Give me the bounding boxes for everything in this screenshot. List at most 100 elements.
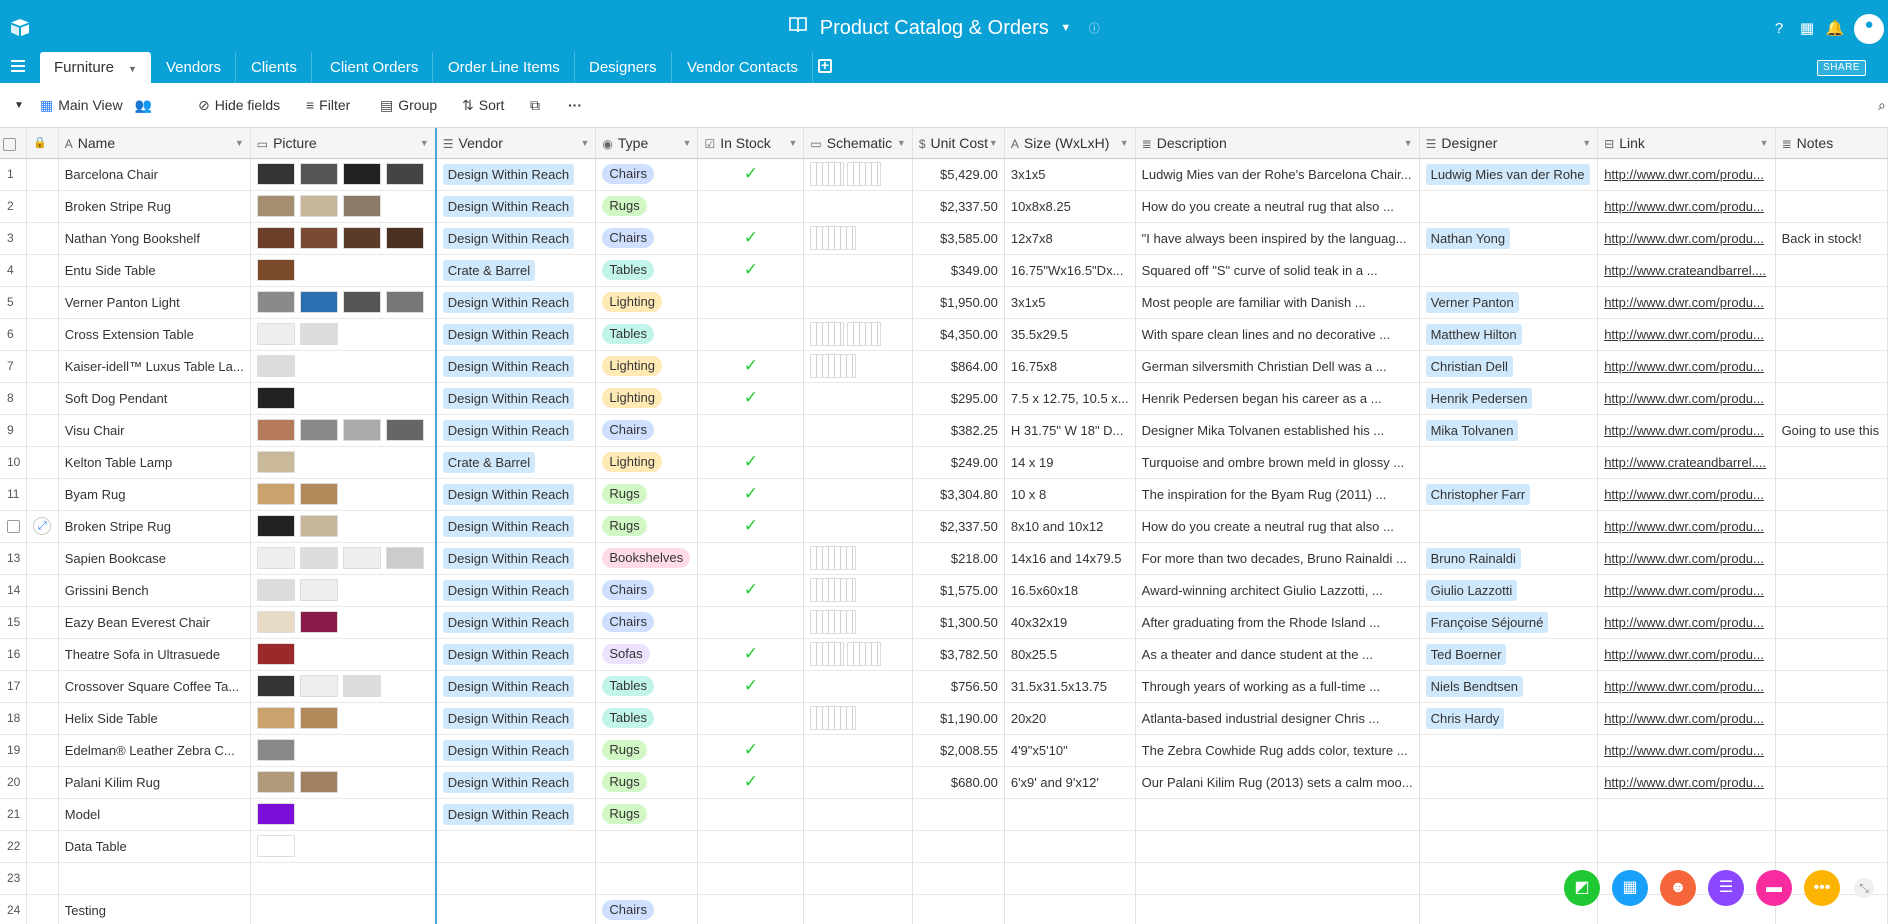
picture-thumbnail[interactable] <box>256 419 295 441</box>
column-header-notes[interactable]: ≣ Notes <box>1775 128 1888 159</box>
unit-cost-cell[interactable]: $864.00 <box>912 350 1005 383</box>
vendor-cell[interactable]: Design Within Reach <box>435 158 597 191</box>
name-cell[interactable]: Data Table <box>58 830 251 863</box>
description-cell[interactable]: Award-winning architect Giulio Lazzotti,… <box>1135 574 1420 607</box>
table-row[interactable]: 8 Soft Dog Pendant Design Within Reach Ligh… <box>0 382 1888 415</box>
link-cell[interactable]: http://www.dwr.com/produ... <box>1597 638 1776 671</box>
picture-thumbnail[interactable] <box>342 419 381 441</box>
picture-cell[interactable] <box>250 478 437 511</box>
designer-cell[interactable]: Matthew Hilton <box>1419 318 1599 351</box>
picture-cell[interactable] <box>250 350 437 383</box>
vendor-cell[interactable]: Design Within Reach <box>435 382 597 415</box>
name-cell[interactable]: Nathan Yong Bookshelf <box>58 222 251 255</box>
notes-cell[interactable] <box>1775 734 1888 767</box>
size-cell[interactable]: 20x20 <box>1004 702 1136 735</box>
unit-cost-cell[interactable] <box>912 830 1005 863</box>
schematic-cell[interactable] <box>803 222 913 255</box>
picture-thumbnail[interactable] <box>256 835 295 857</box>
unit-cost-cell[interactable]: $680.00 <box>912 766 1005 799</box>
designer-chip[interactable]: Christian Dell <box>1425 355 1513 377</box>
size-cell[interactable]: 8x10 and 10x12 <box>1004 510 1136 543</box>
link-cell[interactable]: http://www.dwr.com/produ... <box>1597 606 1776 639</box>
picture-thumbnail[interactable] <box>256 707 295 729</box>
picture-thumbnail[interactable] <box>256 451 295 473</box>
expand-record-cell[interactable] <box>26 318 59 351</box>
vendor-cell[interactable]: Design Within Reach <box>435 670 597 703</box>
picture-cell[interactable] <box>250 574 437 607</box>
type-cell[interactable]: Tables <box>595 702 699 735</box>
checkmark-icon[interactable]: ✓ <box>743 260 759 279</box>
vendor-chip[interactable]: Design Within Reach <box>442 195 575 217</box>
notes-cell[interactable] <box>1775 190 1888 223</box>
designer-cell[interactable] <box>1419 766 1599 799</box>
unit-cost-cell[interactable]: $3,782.50 <box>912 638 1005 671</box>
vendor-cell[interactable]: Design Within Reach <box>435 798 597 831</box>
description-cell[interactable]: German silversmith Christian Dell was a … <box>1135 350 1420 383</box>
chevron-down-icon[interactable]: ▼ <box>128 64 137 74</box>
column-header-schematic[interactable]: ▭ Schematic ▼ <box>803 128 913 159</box>
product-link[interactable]: http://www.dwr.com/produ... <box>1604 774 1764 790</box>
picture-thumbnail[interactable] <box>342 195 381 217</box>
designer-cell[interactable]: Ted Boerner <box>1419 638 1599 671</box>
in-stock-cell[interactable] <box>697 798 805 831</box>
link-cell[interactable]: http://www.dwr.com/produ... <box>1597 286 1776 319</box>
vendor-cell[interactable] <box>435 862 597 895</box>
link-cell[interactable]: http://www.dwr.com/produ... <box>1597 478 1776 511</box>
name-cell[interactable]: Verner Panton Light <box>58 286 251 319</box>
share-view-icon[interactable]: ⧉ <box>530 97 540 113</box>
in-stock-cell[interactable] <box>697 542 805 575</box>
picture-thumbnail[interactable] <box>256 163 295 185</box>
schematic-cell[interactable] <box>803 542 913 575</box>
table-row[interactable]: 22 Data Table <box>0 830 1888 863</box>
table-row[interactable]: ⤢ Broken Stripe Rug Design Within Reach Rug… <box>0 510 1888 543</box>
schematic-thumbnail[interactable] <box>810 578 857 602</box>
description-cell[interactable]: Most people are familiar with Danish ... <box>1135 286 1420 319</box>
expand-record-cell[interactable] <box>26 542 59 575</box>
table-row[interactable]: 16 Theatre Sofa in Ultrasuede Design Withi… <box>0 638 1888 671</box>
vendor-cell[interactable]: Design Within Reach <box>435 702 597 735</box>
schematic-cell[interactable] <box>803 574 913 607</box>
tab-furniture[interactable]: Furniture ▼ <box>40 52 151 83</box>
unit-cost-cell[interactable]: $4,350.00 <box>912 318 1005 351</box>
picture-thumbnail[interactable] <box>256 387 295 409</box>
schematic-thumbnail[interactable] <box>847 322 882 346</box>
notes-cell[interactable] <box>1775 254 1888 287</box>
designer-cell[interactable]: Verner Panton <box>1419 286 1599 319</box>
name-cell[interactable]: Edelman® Leather Zebra C... <box>58 734 251 767</box>
vendor-cell[interactable]: Design Within Reach <box>435 638 597 671</box>
vendor-chip[interactable]: Design Within Reach <box>442 483 575 505</box>
name-cell[interactable]: Model <box>58 798 251 831</box>
description-cell[interactable]: The Zebra Cowhide Rug adds color, textur… <box>1135 734 1420 767</box>
size-cell[interactable]: 3x1x5 <box>1004 286 1136 319</box>
expand-record-cell[interactable] <box>26 862 59 895</box>
schematic-thumbnail[interactable] <box>810 162 845 186</box>
designer-chip[interactable]: Ted Boerner <box>1425 643 1507 665</box>
name-cell[interactable]: Kaiser-idell™ Luxus Table La... <box>58 350 251 383</box>
chat-app-icon[interactable]: ▬ <box>1756 870 1792 906</box>
schematic-cell[interactable] <box>803 446 913 479</box>
picture-thumbnail[interactable] <box>299 771 338 793</box>
type-cell[interactable]: Rugs <box>595 510 699 543</box>
product-link[interactable]: http://www.dwr.com/produ... <box>1604 422 1764 438</box>
type-cell[interactable]: Chairs <box>595 894 699 924</box>
designer-cell[interactable]: Christian Dell <box>1419 350 1599 383</box>
unit-cost-cell[interactable]: $382.25 <box>912 414 1005 447</box>
designer-chip[interactable]: Verner Panton <box>1425 291 1519 313</box>
checkmark-icon[interactable]: ✓ <box>743 772 759 791</box>
name-cell[interactable]: Testing <box>58 894 251 924</box>
sheet-app-icon[interactable]: ◩ <box>1564 870 1600 906</box>
link-cell[interactable]: http://www.dwr.com/produ... <box>1597 222 1776 255</box>
vendor-chip[interactable]: Design Within Reach <box>442 547 575 569</box>
picture-cell[interactable] <box>250 606 437 639</box>
size-cell[interactable]: H 31.75" W 18" D... <box>1004 414 1136 447</box>
product-link[interactable]: http://www.dwr.com/produ... <box>1604 678 1764 694</box>
table-row[interactable]: 14 Grissini Bench Design Within Reach Chair… <box>0 574 1888 607</box>
vendor-cell[interactable]: Design Within Reach <box>435 766 597 799</box>
info-icon[interactable]: ⓘ <box>1088 23 1100 35</box>
expand-record-cell[interactable] <box>26 574 59 607</box>
picture-cell[interactable] <box>250 158 437 191</box>
name-cell[interactable]: Byam Rug <box>58 478 251 511</box>
picture-cell[interactable] <box>250 382 437 415</box>
vendor-chip[interactable]: Design Within Reach <box>442 707 575 729</box>
vendor-cell[interactable]: Design Within Reach <box>435 542 597 575</box>
